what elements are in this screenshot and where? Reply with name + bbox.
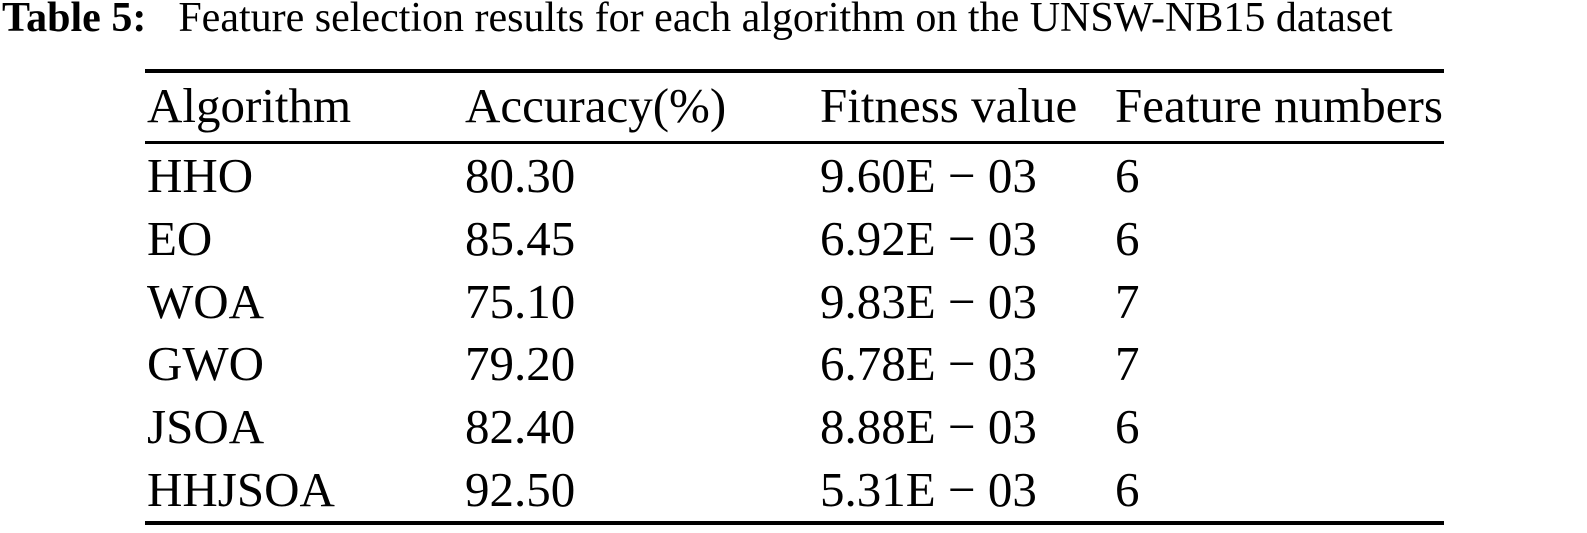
- cell-feature-numbers: 6: [1115, 462, 1140, 518]
- cell-feature-numbers: 6: [1115, 147, 1140, 203]
- table-body: HHO 80.30 9.60E − 03 6 EO 85.45 6.92E − …: [145, 144, 1444, 521]
- cell-fitness-value: 6.92E − 03: [820, 210, 1037, 266]
- cell-fitness-value: 9.60E − 03: [820, 147, 1037, 203]
- column-header-accuracy: Accuracy(%): [465, 78, 727, 133]
- table-row-hhjsoa: HHJSOA 92.50 5.31E − 03 6: [145, 458, 1444, 521]
- cell-accuracy: 85.45: [465, 210, 576, 266]
- cell-accuracy: 92.50: [465, 462, 576, 518]
- cell-fitness-value: 6.78E − 03: [820, 336, 1037, 392]
- table-row-woa: WOA 75.10 9.83E − 03 7: [145, 270, 1444, 333]
- cell-algorithm: JSOA: [147, 399, 265, 455]
- cell-fitness-value: 9.83E − 03: [820, 273, 1037, 329]
- table-row-gwo: GWO 79.20 6.78E − 03 7: [145, 332, 1444, 395]
- cell-accuracy: 82.40: [465, 399, 576, 455]
- cell-algorithm: HHO: [147, 147, 254, 203]
- column-header-fitness-value: Fitness value: [820, 78, 1078, 133]
- table-caption-text: Feature selection results for each algor…: [178, 0, 1393, 41]
- cell-feature-numbers: 7: [1115, 273, 1140, 329]
- table-row-jsoa: JSOA 82.40 8.88E − 03 6: [145, 395, 1444, 458]
- table-caption-label: Table 5:: [2, 0, 147, 41]
- cell-feature-numbers: 7: [1115, 336, 1140, 392]
- cell-accuracy: 80.30: [465, 147, 576, 203]
- cell-accuracy: 79.20: [465, 336, 576, 392]
- cell-feature-numbers: 6: [1115, 210, 1140, 266]
- cell-fitness-value: 8.88E − 03: [820, 399, 1037, 455]
- cell-accuracy: 75.10: [465, 273, 576, 329]
- column-header-feature-numbers: Feature numbers: [1115, 78, 1443, 133]
- cell-algorithm: WOA: [147, 273, 265, 329]
- cell-fitness-value: 5.31E − 03: [820, 462, 1037, 518]
- feature-selection-results-table: Algorithm Accuracy(%) Fitness value Feat…: [145, 69, 1444, 525]
- cell-feature-numbers: 6: [1115, 399, 1140, 455]
- column-header-algorithm: Algorithm: [147, 78, 352, 133]
- table-header-row: Algorithm Accuracy(%) Fitness value Feat…: [145, 73, 1444, 144]
- table-row-hho: HHO 80.30 9.60E − 03 6: [145, 144, 1444, 207]
- cell-algorithm: EO: [147, 210, 213, 266]
- cell-algorithm: HHJSOA: [147, 462, 335, 518]
- table-caption: Table 5: Feature selection results for ea…: [2, 0, 1393, 39]
- cell-algorithm: GWO: [147, 336, 265, 392]
- table-row-eo: EO 85.45 6.92E − 03 6: [145, 207, 1444, 270]
